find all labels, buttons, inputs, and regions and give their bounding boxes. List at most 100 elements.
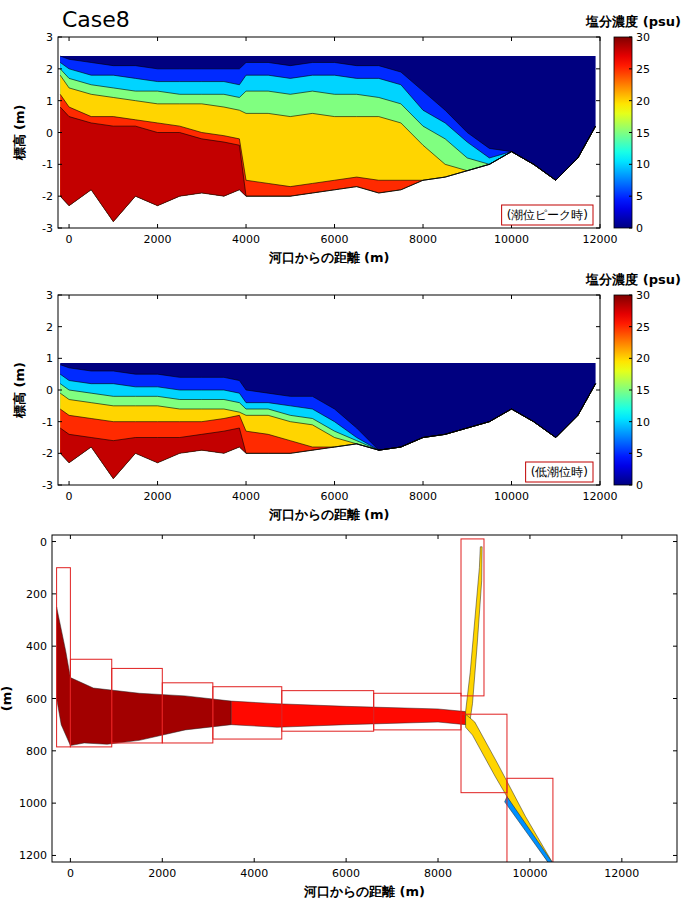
y-tick [596,100,600,101]
x-tick-label: 0 [67,867,74,880]
plot-area [60,363,595,479]
x-tick [600,37,601,41]
y-tick [596,164,600,165]
y-tick-label: 2 [46,321,53,334]
y-tick [673,646,677,647]
y-tick [673,541,677,542]
x-tick [423,37,424,41]
region-box [282,691,374,732]
x-tick-label: 12000 [583,233,618,246]
colorbar-tick-label: 10 [636,158,650,171]
y-tick-label: -2 [42,190,53,203]
y-tick-label: -3 [42,479,53,492]
x-tick [254,858,255,862]
x-tick [246,37,247,41]
x-tick [423,224,424,228]
y-tick [58,37,62,38]
plot-area [57,539,553,862]
x-tick [334,224,335,228]
colorbar-tick-label: 25 [636,63,650,76]
x-axis-title: 河口からの距離 (m) [268,507,390,522]
x-tick [438,535,439,539]
x-tick [157,37,158,41]
salinity-zone [466,547,483,725]
annotation-box [526,462,593,482]
y-tick-label: 0 [46,127,53,140]
x-tick-label: 4000 [232,490,260,503]
x-tick-label: 8000 [409,233,437,246]
y-axis-title: 標高 (m) [12,362,27,419]
x-tick-label: 12000 [604,867,639,880]
colorbar-tick-label: 10 [636,416,650,429]
y-tick-label: 3 [46,31,53,44]
y-tick [596,228,600,229]
salinity-band [60,384,595,479]
plot-bg [58,37,600,228]
colorbar-tick [629,358,632,359]
colorbar-tick [629,132,632,133]
x-tick [529,858,530,862]
x-tick-label: 8000 [409,490,437,503]
region-box [461,539,484,696]
x-tick [246,224,247,228]
x-tick [600,481,601,485]
colorbar-tick [629,390,632,391]
y-tick [596,358,600,359]
frame [58,295,600,485]
y-tick [596,421,600,422]
x-tick [511,37,512,41]
y-tick-label: 1200 [19,849,47,862]
y-tick [58,485,62,486]
x-tick-label: 6000 [321,490,349,503]
x-tick-label: 0 [66,490,73,503]
figure: 020004000600080001000012000-3-2-10123河口か… [0,0,689,909]
y-tick [673,803,677,804]
water-fresh [60,363,595,479]
y-tick [58,100,62,101]
region-box [213,687,282,739]
x-tick-label: 10000 [494,490,529,503]
x-tick-label: 6000 [321,233,349,246]
region-box [70,659,111,747]
y-tick [58,196,62,197]
colorbar-tick [629,485,632,486]
salinity-zone [505,797,553,862]
x-tick [511,481,512,485]
y-tick [58,421,62,422]
x-tick [69,37,70,41]
colorbar-tick-label: 20 [636,95,650,108]
y-tick [58,164,62,165]
x-tick [621,535,622,539]
x-tick [438,858,439,862]
x-tick-label: 4000 [232,233,260,246]
y-tick [58,358,62,359]
y-tick [52,803,56,804]
colorbar-tick-label: 15 [636,384,650,397]
colorbar-tick-label: 0 [636,222,643,235]
y-tick [596,196,600,197]
y-tick [52,698,56,699]
x-tick [621,858,622,862]
y-tick [58,132,62,133]
x-tick-label: 2000 [144,233,172,246]
colorbar-tick [629,100,632,101]
y-tick [58,228,62,229]
colorbar-tick-label: 15 [636,127,650,140]
x-tick [423,295,424,299]
y-tick-label: -2 [42,447,53,460]
y-tick [673,593,677,594]
y-tick [58,390,62,391]
y-tick [596,37,600,38]
x-tick [529,535,530,539]
y-tick-label: 1 [46,352,53,365]
y-tick [596,132,600,133]
salinity-band [60,94,595,221]
x-tick [162,535,163,539]
colorbar-tick-label: 5 [636,447,643,460]
x-tick [511,295,512,299]
bed-line [60,126,595,222]
x-tick-label: 2000 [144,490,172,503]
x-tick [162,858,163,862]
y-tick [52,541,56,542]
y-tick-label: 1 [46,95,53,108]
